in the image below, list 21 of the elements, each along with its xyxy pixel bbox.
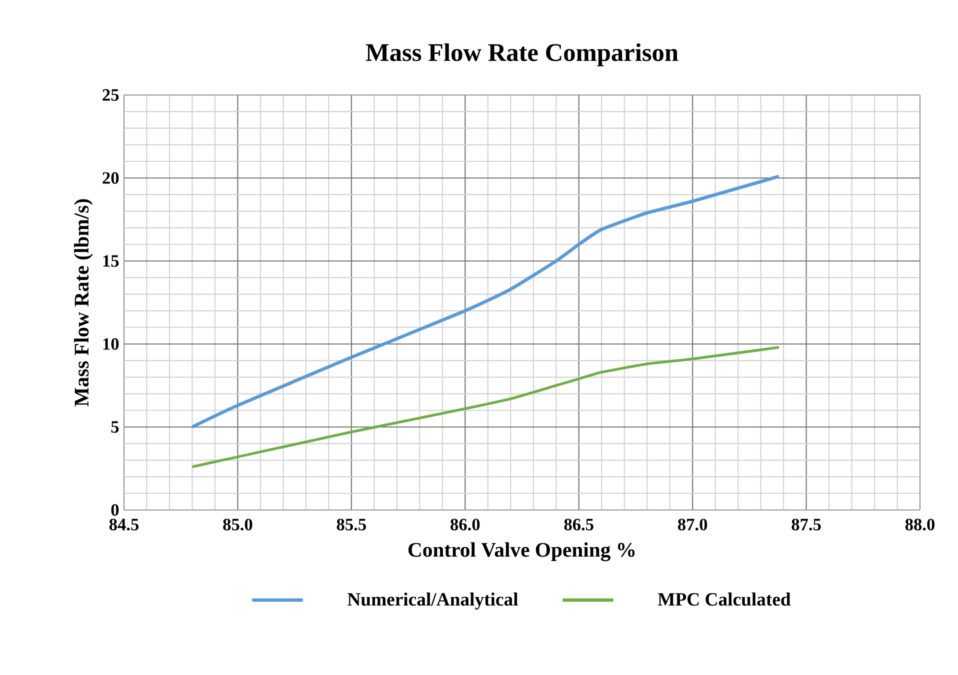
x-tick-label: 87.0 <box>678 518 708 530</box>
chart-title: Mass Flow Rate Comparison <box>366 43 678 66</box>
x-tick-label: 85.5 <box>336 518 366 530</box>
x-tick-label: 85.0 <box>223 518 252 530</box>
x-tick-label: 86.5 <box>564 518 594 530</box>
y-tick-label: 25 <box>102 89 119 101</box>
x-axis-title: Control Valve Opening % <box>408 542 635 562</box>
y-tick-label: 5 <box>111 421 119 433</box>
y-tick-label: 20 <box>102 172 119 184</box>
x-tick-label: 88.0 <box>905 518 934 530</box>
line-series <box>190 174 781 429</box>
y-tick-label: 0 <box>111 504 119 516</box>
y-tick-label: 10 <box>103 338 119 350</box>
y-tick-label: 15 <box>103 255 119 267</box>
line-series <box>190 346 780 468</box>
legend-label: MPC Calculated <box>658 592 791 606</box>
x-tick-label: 87.5 <box>792 518 821 530</box>
legend-label: Numerical/Analytical <box>348 592 518 610</box>
y-axis-title: Mass Flow Rate (lbm/s) <box>74 199 93 406</box>
x-tick-label: 86.0 <box>450 518 480 530</box>
x-tick-label: 84.5 <box>109 518 139 530</box>
